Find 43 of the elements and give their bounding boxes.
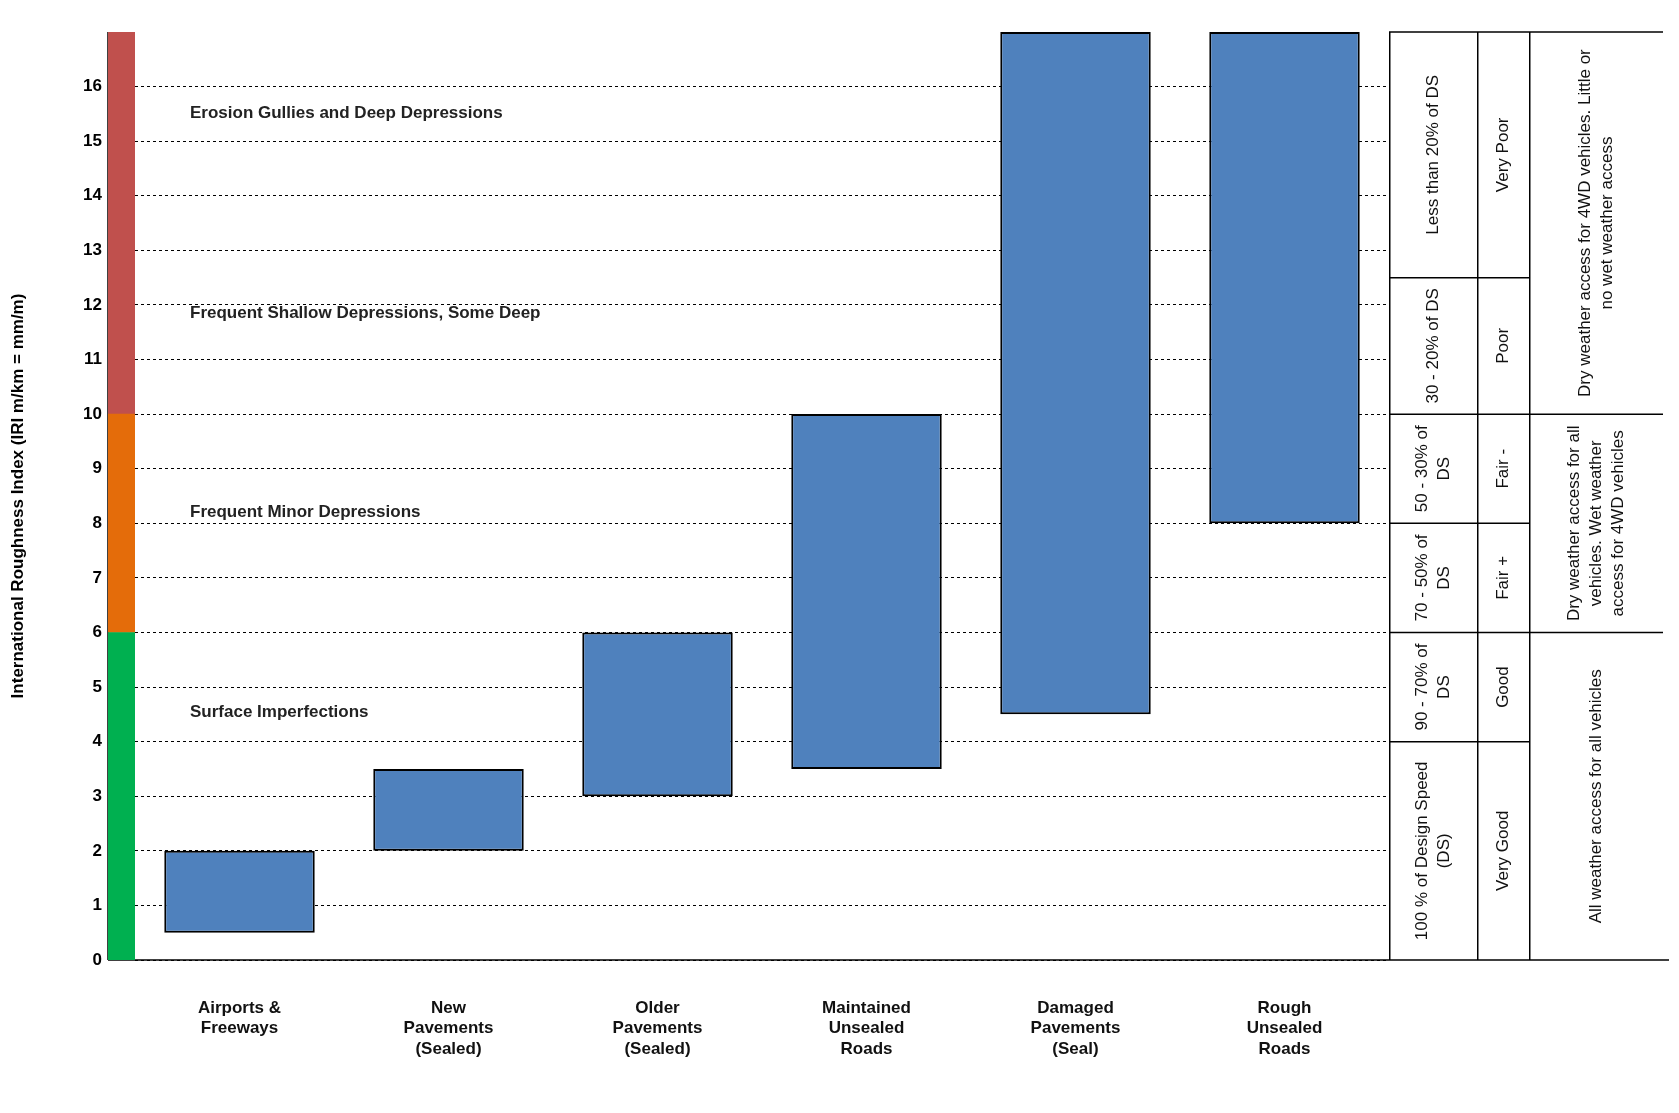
x-tick-label: Older Pavements (Sealed) (612, 997, 703, 1058)
x-tick-label: Damaged Pavements (Seal) (1030, 997, 1121, 1058)
y-tick-label: 13 (83, 240, 102, 260)
y-tick-label: 3 (92, 785, 102, 805)
text: 30 - 20% of DS (1422, 288, 1442, 404)
x-tick-label: Airports & Freeways (197, 997, 282, 1038)
text: Poor (1492, 327, 1512, 364)
text: 100 % of Design Speed (DS) (1411, 761, 1453, 941)
y-tick-label: 7 (92, 567, 102, 587)
annotation: Surface Imperfections (190, 701, 369, 721)
text: Fair + (1492, 555, 1512, 600)
y-tick-label: 4 (92, 731, 103, 751)
text: Less than 20% of DS (1422, 74, 1442, 235)
x-tick-label: Rough Unsealed Roads (1246, 997, 1323, 1058)
text: 90 - 70% of DS (1411, 643, 1453, 731)
y-tick-label: 12 (83, 294, 102, 314)
text: Fair - (1492, 448, 1512, 489)
annotation: Erosion Gullies and Deep Depressions (190, 103, 503, 123)
y-tick-label: 10 (83, 403, 102, 423)
y-tick-label: 11 (84, 349, 102, 369)
y-tick-label: 9 (92, 458, 102, 478)
y-tick-label: 1 (92, 895, 102, 915)
text: Very Poor (1492, 117, 1512, 193)
y-tick-label: 15 (83, 130, 102, 150)
text: Good (1492, 666, 1512, 708)
y-tick-label: 6 (92, 622, 102, 642)
y-tick-label: 8 (92, 512, 102, 532)
text: Very Good (1492, 810, 1512, 891)
annotation: Frequent Shallow Depressions, Some Deep (190, 302, 541, 322)
annotation: Frequent Minor Depressions (190, 502, 421, 522)
text: Dry weather access for 4WD vehicles. Little or no wet weather access (1574, 48, 1616, 397)
y-tick-label: 2 (92, 840, 102, 860)
y-tick-label: 14 (83, 185, 103, 205)
y-tick-label: 5 (92, 676, 102, 696)
text: 50 - 30% of DS (1411, 424, 1453, 513)
x-tick-label: Maintained Unsealed Roads (822, 997, 911, 1058)
text: Dry weather access for all vehicles. Wet weather access for 4WD vehicles (1563, 425, 1627, 622)
y-axis-title: International Roughness Index (IRI m/km = mm/m) (7, 293, 27, 699)
y-tick-label: 0 (92, 949, 102, 969)
x-tick-label: New Pavements (Sealed) (403, 997, 494, 1058)
text: 70 - 50% of DS (1411, 534, 1453, 622)
y-tick-label: 16 (83, 76, 102, 96)
text: All weather access for all vehicles (1585, 669, 1605, 924)
